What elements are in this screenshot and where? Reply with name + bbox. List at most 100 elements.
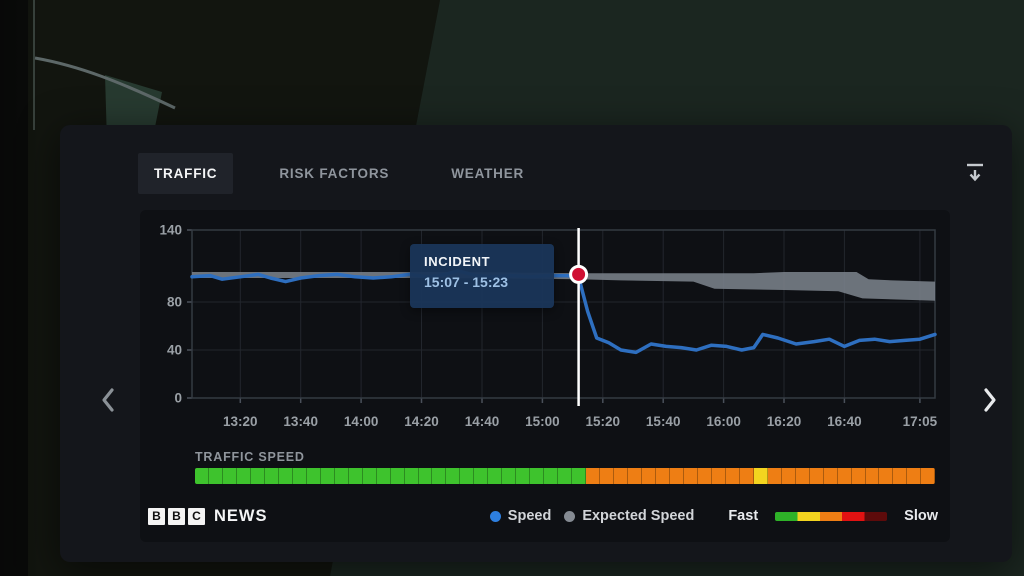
svg-text:140: 140	[159, 223, 182, 238]
speed-bar-segment	[683, 468, 698, 484]
bbc-block-b1: B	[148, 507, 165, 525]
speed-bar-segment	[348, 468, 363, 484]
map-edge-strip	[0, 0, 28, 576]
traffic-speed-label: TRAFFIC SPEED	[195, 450, 305, 464]
tab-traffic[interactable]: TRAFFIC	[138, 153, 234, 194]
svg-text:80: 80	[167, 295, 182, 310]
speed-bar-segment	[516, 468, 531, 484]
chart-legend: Speed Expected Speed Fast Slow	[489, 508, 938, 524]
speed-bar-segment	[795, 468, 810, 484]
speed-bar-segment	[404, 468, 419, 484]
traffic-chart-card: 13:20 13:40 14:00 14:20 14:40 15:00 15:20 15:40…	[140, 210, 950, 542]
bbc-news-logo: B B C NEWS	[148, 507, 268, 526]
speed-bar-segment	[642, 468, 656, 484]
speed-gradient-scale	[775, 511, 888, 521]
svg-text:40: 40	[167, 343, 182, 358]
speed-bar-segment	[306, 468, 321, 484]
speed-bar-segment	[558, 468, 573, 484]
speed-bar-segment	[264, 468, 279, 484]
speed-bar-segment	[614, 468, 629, 484]
speed-bar-segment	[725, 468, 740, 484]
speed-bar-segment	[460, 468, 475, 484]
speed-bar-segment	[362, 468, 377, 484]
svg-text:13:20: 13:20	[223, 414, 258, 429]
bbc-block-b2: B	[168, 507, 185, 525]
svg-text:15:20: 15:20	[586, 414, 621, 429]
speed-bar-segment	[669, 468, 684, 484]
speed-dot-icon	[489, 510, 501, 522]
speed-bar-segment	[921, 468, 935, 484]
svg-text:13:40: 13:40	[283, 414, 318, 429]
tab-bar: TRAFFIC RISK FACTORS WEATHER	[138, 153, 540, 194]
speed-bar-segment	[865, 468, 880, 484]
speed-bar-segment	[823, 468, 838, 484]
speed-bar-segment	[376, 468, 391, 484]
speed-bar-segment	[851, 468, 866, 484]
legend-expected-speed: Expected Speed	[564, 508, 694, 524]
svg-text:16:00: 16:00	[706, 414, 741, 429]
chevron-left-icon[interactable]	[94, 385, 122, 415]
tab-weather[interactable]: WEATHER	[451, 166, 525, 181]
speed-bar-segment	[572, 468, 587, 484]
speed-bar-segment	[739, 468, 754, 484]
speed-bar-segment	[600, 468, 615, 484]
bbc-block-c: C	[188, 507, 205, 525]
speed-bar-segment	[893, 468, 908, 484]
speed-bar-segment	[278, 468, 293, 484]
map-grid-line	[33, 0, 35, 130]
legend-expected-speed-label: Expected Speed	[582, 508, 695, 524]
chart-footer: B B C NEWS Speed Expected Speed Fast	[148, 502, 938, 530]
traffic-chart-svg[interactable]: 13:20 13:40 14:00 14:20 14:40 15:00 15:20 15:40…	[140, 210, 950, 445]
speed-bar-segment	[809, 468, 824, 484]
speed-bar-segment	[250, 468, 265, 484]
svg-text:17:05: 17:05	[903, 414, 938, 429]
speed-bar-segment	[208, 468, 223, 484]
svg-text:15:40: 15:40	[646, 414, 681, 429]
svg-text:0: 0	[174, 391, 182, 406]
chevron-right-icon[interactable]	[976, 385, 1004, 415]
speed-bar-segment	[195, 468, 209, 484]
bbc-news-wordmark: NEWS	[214, 506, 268, 525]
incident-title: INCIDENT	[424, 254, 491, 269]
speed-bar-segment	[502, 468, 517, 484]
speed-bar-segment	[334, 468, 349, 484]
expected-speed-dot-icon	[564, 510, 576, 522]
svg-text:14:40: 14:40	[465, 414, 500, 429]
incident-tooltip: INCIDENT 15:07 - 15:23	[410, 244, 554, 308]
speed-bar-segment	[711, 468, 726, 484]
legend-slow-label: Slow	[904, 508, 938, 524]
speed-bar-segment	[320, 468, 335, 484]
speed-bar-segment	[879, 468, 894, 484]
speed-bar-segment	[236, 468, 251, 484]
legend-speed: Speed	[489, 508, 552, 524]
speed-bar-segment	[697, 468, 712, 484]
collapse-download-icon[interactable]	[962, 161, 988, 185]
speed-bar-segment	[292, 468, 307, 484]
tab-risk-factors[interactable]: RISK FACTORS	[279, 166, 390, 181]
speed-bar-segment	[418, 468, 433, 484]
speed-bar-segment	[837, 468, 852, 484]
speed-bar-segment	[586, 468, 601, 484]
svg-text:15:00: 15:00	[525, 414, 560, 429]
speed-bar-segment	[446, 468, 461, 484]
speed-bar-segment	[781, 468, 796, 484]
legend-speed-label: Speed	[507, 508, 552, 524]
speed-bar-segment	[655, 468, 670, 484]
speed-bar-segment	[222, 468, 237, 484]
incident-time-range: 15:07 - 15:23	[424, 274, 509, 290]
speed-bar-segment	[767, 468, 782, 484]
speed-bar-segment	[390, 468, 405, 484]
svg-text:16:20: 16:20	[767, 414, 802, 429]
speed-bar-segment	[753, 468, 768, 484]
svg-text:14:00: 14:00	[344, 414, 379, 429]
traffic-speed-bar	[195, 468, 935, 484]
speed-bar-segment	[488, 468, 503, 484]
legend-fast-label: Fast	[728, 508, 759, 524]
map-road-line	[34, 56, 176, 110]
speed-bar-segment	[907, 468, 922, 484]
svg-text:16:40: 16:40	[827, 414, 862, 429]
svg-text:14:20: 14:20	[404, 414, 439, 429]
speed-bar-segment	[530, 468, 545, 484]
speed-bar-segment	[544, 468, 559, 484]
